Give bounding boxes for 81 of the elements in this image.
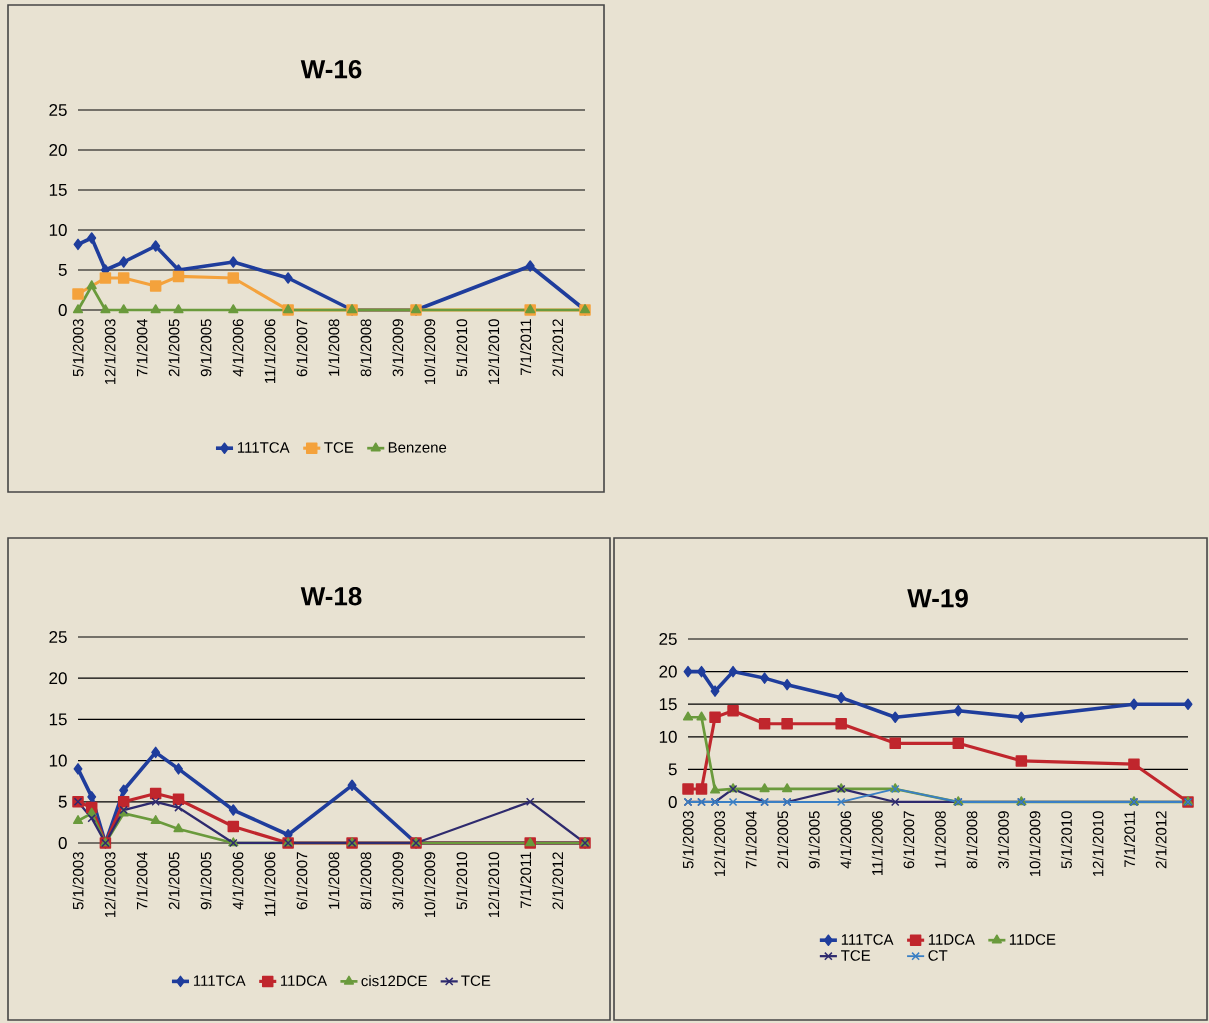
legend-label: 111TCA xyxy=(237,442,290,453)
x-tick-label: 7/1/2004 xyxy=(745,810,757,869)
y-tick-label: 20 xyxy=(659,665,677,678)
y-tick-label: 25 xyxy=(49,630,67,644)
x-tick-label: 5/1/2010 xyxy=(456,852,468,910)
x-tick-label: 2/1/2012 xyxy=(552,319,564,377)
legend-label: 11DCE xyxy=(1009,934,1056,945)
y-tick-label: 0 xyxy=(668,795,677,809)
x-tick-label: 8/1/2008 xyxy=(360,319,372,377)
x-tick-label: 2/1/2005 xyxy=(777,811,789,869)
x-tick-label: 12/1/2010 xyxy=(488,319,500,385)
x-tick-label: 2/1/2012 xyxy=(1155,811,1167,869)
x-tick-label: 6/1/2007 xyxy=(296,852,308,910)
x-tick-label: 7/1/2004 xyxy=(136,318,148,377)
y-tick-label: 20 xyxy=(49,143,67,157)
legend-label: TCE xyxy=(841,950,871,961)
x-tick-label: 2/1/2012 xyxy=(552,852,564,910)
x-tick-label: 10/1/2009 xyxy=(1029,811,1041,877)
legend-label: 111TCA xyxy=(193,975,246,987)
y-tick-label: 15 xyxy=(659,698,677,711)
x-tick-label: 4/1/2006 xyxy=(840,811,852,869)
x-tick-label: 12/1/2003 xyxy=(104,852,116,918)
x-tick-label: 3/1/2009 xyxy=(392,319,404,377)
x-tick-label: 9/1/2005 xyxy=(200,852,212,910)
y-tick-label: 25 xyxy=(659,632,677,646)
x-tick-label: 6/1/2007 xyxy=(296,319,308,377)
chart-title: W-16 xyxy=(300,60,362,79)
x-tick-label: 1/1/2008 xyxy=(328,852,340,909)
x-tick-label: 7/1/2011 xyxy=(520,852,532,909)
y-tick-label: 10 xyxy=(659,730,677,743)
legend-label: TCE xyxy=(324,442,354,453)
x-tick-label: 11/1/2006 xyxy=(871,811,883,876)
legend-label: 111TCA xyxy=(841,934,894,945)
legend-label: 11DCA xyxy=(928,934,975,945)
x-tick-label: 3/1/2009 xyxy=(997,811,1009,869)
x-tick-label: 10/1/2009 xyxy=(424,852,436,918)
x-tick-label: 8/1/2008 xyxy=(360,852,372,910)
y-tick-label: 20 xyxy=(49,672,67,685)
legend-label: CT xyxy=(928,950,948,961)
x-tick-label: 1/1/2008 xyxy=(328,319,340,376)
y-tick-label: 0 xyxy=(58,836,67,850)
x-tick-label: 8/1/2008 xyxy=(966,811,978,869)
x-tick-label: 5/1/2010 xyxy=(1060,811,1072,869)
x-tick-label: 12/1/2003 xyxy=(714,811,726,877)
x-tick-label: 2/1/2005 xyxy=(168,852,180,910)
legend-label: Benzene xyxy=(388,442,447,453)
x-tick-label: 1/1/2008 xyxy=(934,811,946,868)
x-tick-label: 7/1/2004 xyxy=(136,851,148,910)
y-tick-label: 15 xyxy=(49,713,67,726)
x-tick-label: 7/1/2011 xyxy=(520,319,532,376)
x-tick-label: 6/1/2007 xyxy=(903,811,915,869)
x-tick-label: 4/1/2006 xyxy=(232,852,244,910)
y-tick-label: 5 xyxy=(58,264,67,276)
y-tick-label: 5 xyxy=(668,763,677,776)
chart-title: W-19 xyxy=(907,589,968,608)
x-tick-label: 12/1/2003 xyxy=(104,319,116,385)
x-tick-label: 4/1/2006 xyxy=(232,319,244,377)
legend-label: 11DCA xyxy=(280,975,328,987)
x-tick-label: 10/1/2009 xyxy=(424,319,436,385)
x-tick-label: 12/1/2010 xyxy=(488,852,500,918)
y-tick-label: 15 xyxy=(49,184,67,196)
legend-label: TCE xyxy=(461,975,491,987)
x-tick-label: 3/1/2009 xyxy=(392,852,404,910)
y-tick-label: 5 xyxy=(58,795,67,808)
chart-title: W-18 xyxy=(300,587,362,606)
y-tick-label: 25 xyxy=(49,103,67,117)
x-tick-label: 11/1/2006 xyxy=(264,319,276,383)
x-tick-label: 5/1/2003 xyxy=(682,811,694,869)
x-tick-label: 9/1/2005 xyxy=(808,811,820,869)
x-tick-label: 7/1/2011 xyxy=(1123,811,1135,868)
x-tick-label: 5/1/2003 xyxy=(72,319,84,377)
y-tick-label: 0 xyxy=(58,303,67,317)
legend-label: cis12DCE xyxy=(361,975,427,987)
x-tick-label: 12/1/2010 xyxy=(1092,811,1104,877)
y-tick-label: 10 xyxy=(49,754,67,767)
x-tick-label: 11/1/2006 xyxy=(264,852,276,917)
x-tick-label: 2/1/2005 xyxy=(168,319,180,377)
x-tick-label: 5/1/2010 xyxy=(456,319,468,377)
x-tick-label: 5/1/2003 xyxy=(72,852,84,910)
y-tick-label: 10 xyxy=(49,223,67,237)
x-tick-label: 9/1/2005 xyxy=(200,319,212,377)
